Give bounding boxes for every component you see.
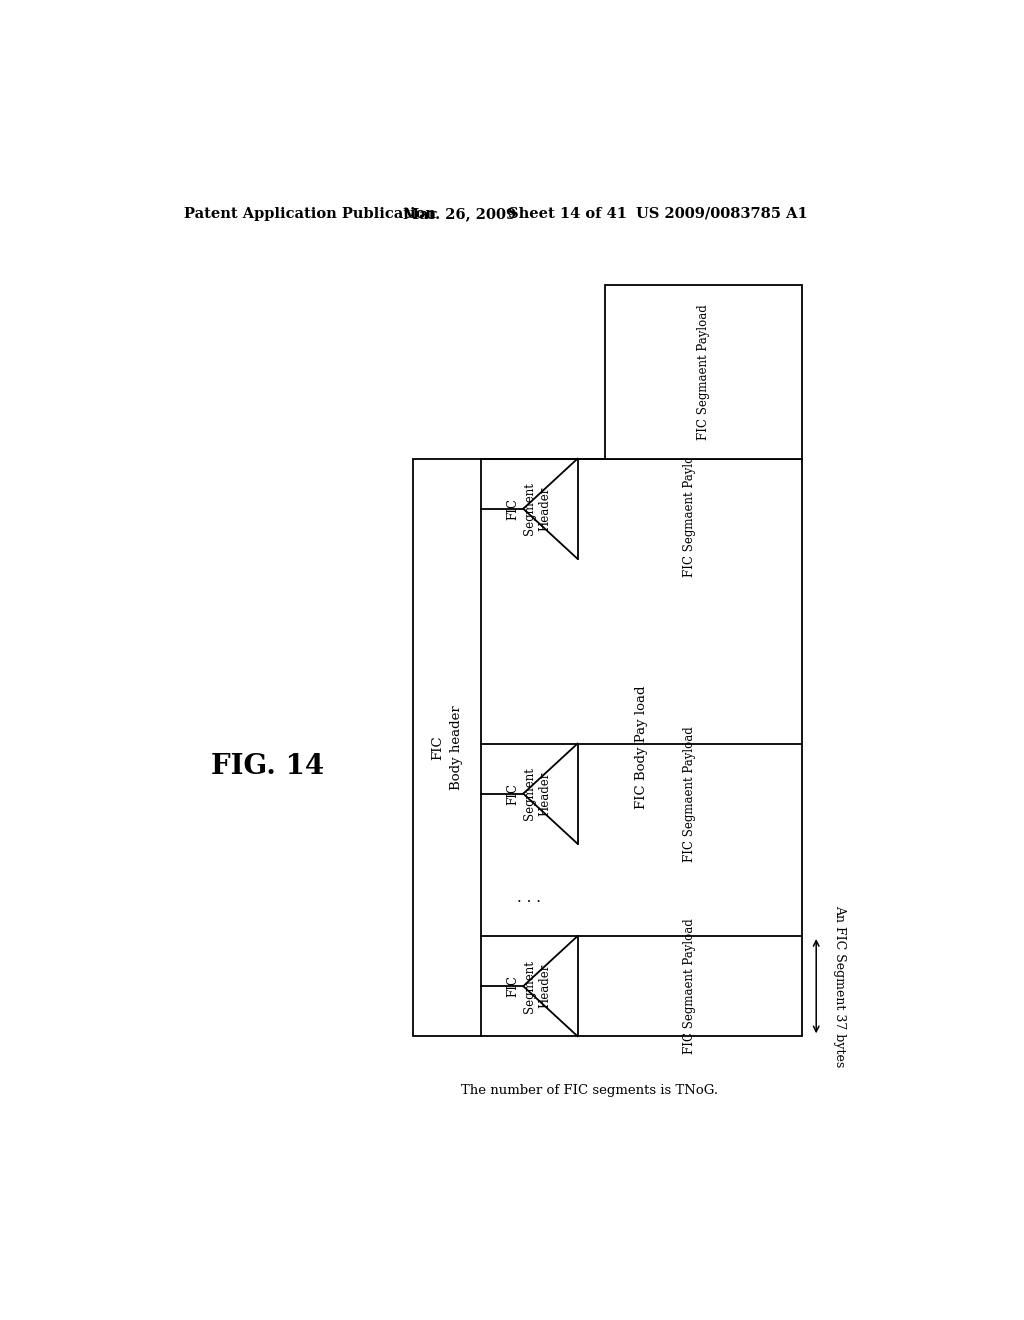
Text: FIC Segmaent Payload: FIC Segmaent Payload — [683, 919, 696, 1055]
Text: FIC Segmaent Payload: FIC Segmaent Payload — [697, 304, 710, 440]
Text: Sheet 14 of 41: Sheet 14 of 41 — [508, 207, 627, 220]
Text: . . .: . . . — [517, 891, 541, 904]
Text: FIC Body Pay load: FIC Body Pay load — [635, 685, 648, 809]
Text: FIC Segmaent Payload: FIC Segmaent Payload — [683, 441, 696, 577]
Text: FIC
Segment
Header: FIC Segment Header — [507, 767, 552, 820]
Bar — [604, 285, 802, 459]
Text: An FIC Segment 37 bytes: An FIC Segment 37 bytes — [833, 906, 846, 1068]
Text: FIC
Segment
Header: FIC Segment Header — [507, 960, 552, 1012]
Text: FIC Segmaent Payload: FIC Segmaent Payload — [683, 726, 696, 862]
Text: The number of FIC segments is TNoG.: The number of FIC segments is TNoG. — [461, 1084, 719, 1097]
Text: Mar. 26, 2009: Mar. 26, 2009 — [403, 207, 516, 220]
Bar — [414, 459, 802, 1036]
Text: US 2009/0083785 A1: US 2009/0083785 A1 — [636, 207, 807, 220]
Text: FIG. 14: FIG. 14 — [211, 754, 324, 780]
Text: FIC
Body header: FIC Body header — [431, 705, 463, 789]
Text: Patent Application Publication: Patent Application Publication — [183, 207, 436, 220]
Text: FIC
Segment
Header: FIC Segment Header — [507, 482, 552, 535]
